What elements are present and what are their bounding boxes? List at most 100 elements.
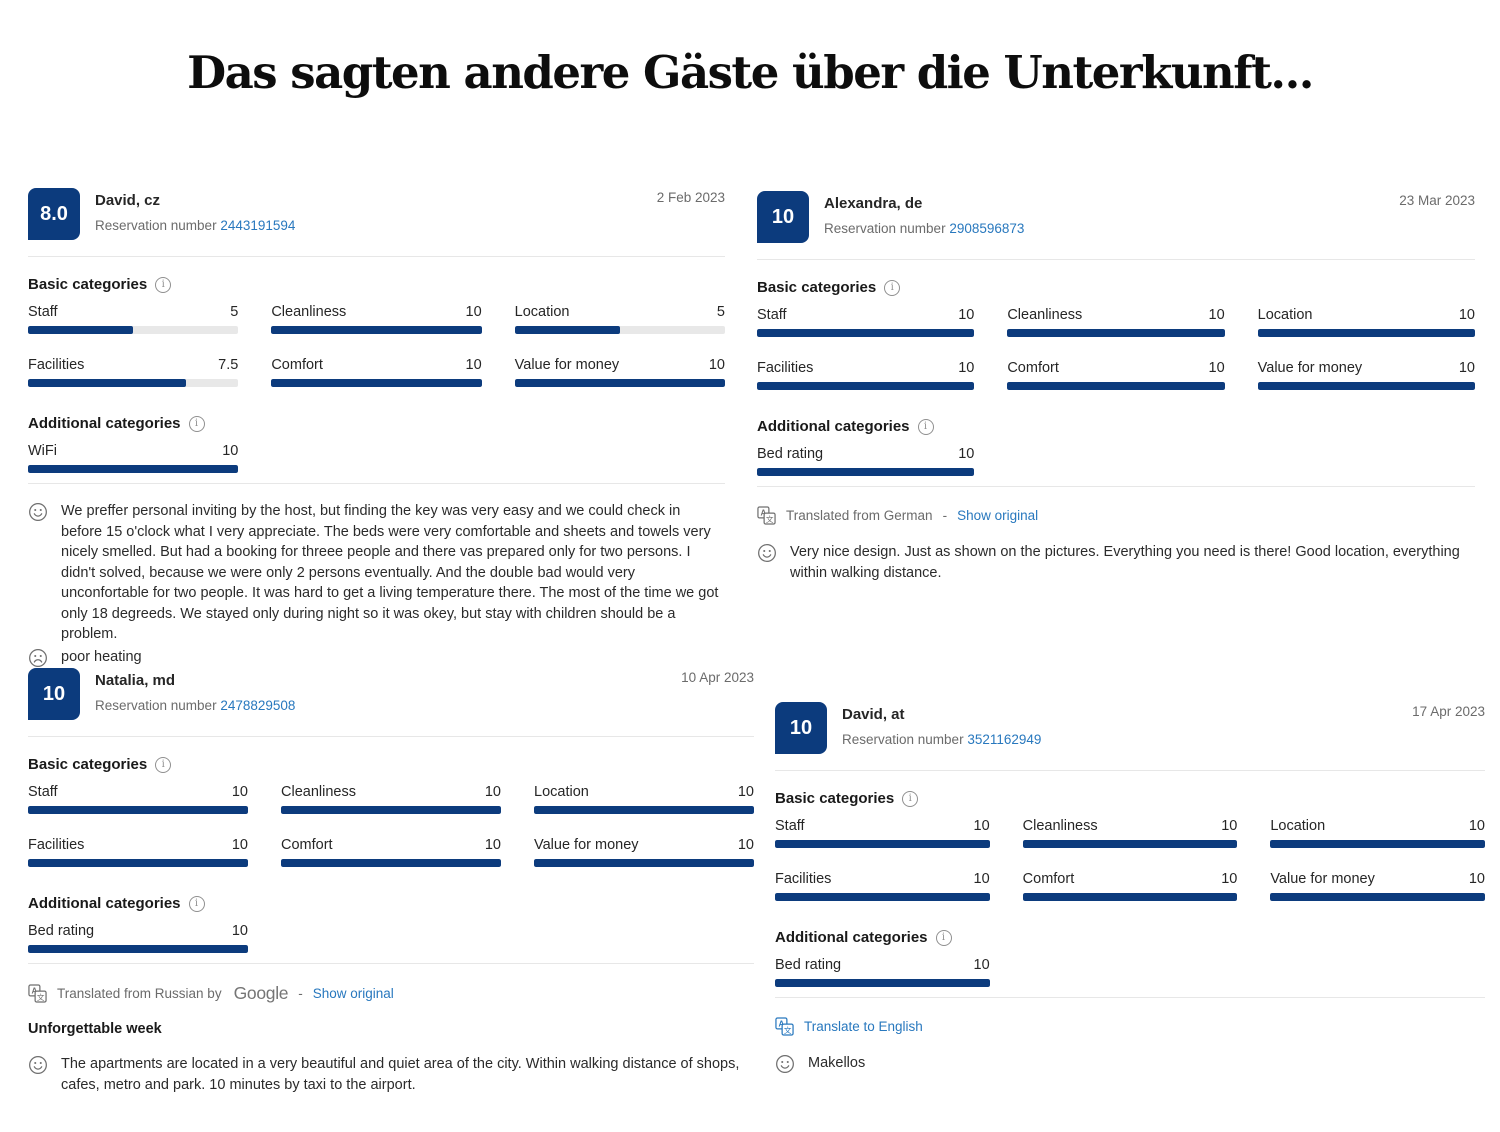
- reservation-number-link[interactable]: 2443191594: [220, 218, 296, 233]
- info-icon[interactable]: i: [188, 895, 205, 912]
- reservation-label: Reservation number: [842, 732, 968, 747]
- rating-bar-track: [28, 806, 248, 814]
- rating-bar-fill: [514, 379, 725, 387]
- rating-value: 10: [484, 784, 501, 800]
- svg-text:A: A: [32, 987, 38, 996]
- rating-bar-track: [28, 379, 239, 387]
- info-icon[interactable]: i: [917, 418, 934, 435]
- rating-head: Cleanliness 10: [1007, 305, 1224, 325]
- rating-bar-fill: [28, 379, 186, 387]
- review-date: 17 Apr 2023: [1412, 704, 1485, 719]
- rating-item: Cleanliness 10: [1022, 816, 1238, 848]
- reservation-line: Reservation number 3521162949: [842, 732, 1041, 747]
- pros-text: We preffer personal inviting by the host…: [61, 503, 719, 642]
- rating-bar-track: [514, 326, 725, 334]
- rating-head: Comfort 10: [1007, 358, 1224, 378]
- rating-item: Value for money 10: [534, 835, 754, 867]
- rating-head: Value for money 10: [1258, 358, 1475, 378]
- info-icon[interactable]: i: [935, 929, 952, 946]
- show-original-link[interactable]: Show original: [957, 508, 1039, 523]
- rating-head: Value for money 10: [515, 355, 725, 375]
- reservation-label: Reservation number: [824, 221, 950, 236]
- rating-label: Location: [1270, 818, 1326, 834]
- rating-bar-fill: [775, 840, 990, 848]
- rating-bar-track: [1257, 382, 1475, 390]
- pros-row: The apartments are located in a very bea…: [28, 1054, 754, 1095]
- rating-label: Bed rating: [775, 957, 842, 973]
- rating-head: Facilities 7.5: [28, 355, 238, 375]
- info-icon[interactable]: i: [155, 756, 172, 773]
- page-title: Das sagten andere Gäste über die Unterku…: [187, 46, 1314, 99]
- show-original-link[interactable]: Translate to English: [804, 1019, 923, 1034]
- translation-note: Translated from Russian by: [57, 986, 222, 1001]
- reservation-number-link[interactable]: 3521162949: [967, 732, 1042, 747]
- rating-value: 10: [231, 784, 248, 800]
- review-card-header: 10 Alexandra, de Reservation number 2908…: [757, 191, 1475, 245]
- rating-bar-fill: [534, 859, 754, 867]
- rating-label: Staff: [757, 307, 787, 323]
- rating-bar-fill: [28, 945, 248, 953]
- rating-bar-fill: [534, 806, 754, 814]
- rating-item: Staff 10: [28, 782, 248, 814]
- rating-value: 10: [973, 957, 990, 973]
- rating-label: Value for money: [514, 357, 620, 373]
- review-card: 10 David, at Reservation number 35211629…: [775, 702, 1485, 1074]
- reservation-line: Reservation number 2908596873: [824, 221, 1024, 236]
- rating-head: Facilities 10: [757, 358, 974, 378]
- header-divider: [28, 256, 725, 257]
- info-icon[interactable]: i: [155, 276, 172, 293]
- rating-bar-fill: [28, 465, 239, 473]
- rating-bar-fill: [281, 859, 501, 867]
- rating-item: Cleanliness 10: [281, 782, 501, 814]
- reservation-number-link[interactable]: 2478829508: [220, 698, 296, 713]
- reservation-number-link[interactable]: 2908596873: [949, 221, 1025, 236]
- google-logo: Google: [233, 983, 289, 1003]
- info-icon[interactable]: i: [188, 415, 205, 432]
- ratings-divider: [28, 963, 754, 964]
- rating-item: Bed rating 10: [28, 921, 248, 953]
- basic-categories-title: Basic categories i: [28, 756, 754, 773]
- rating-bar-fill: [271, 326, 482, 334]
- rating-bar-track: [1257, 329, 1475, 337]
- rating-value: 10: [958, 446, 975, 462]
- translate-icon: A 文: [757, 506, 776, 525]
- rating-item: Cleanliness 10: [271, 302, 482, 334]
- review-score-badge: 8.0: [28, 188, 80, 240]
- rating-value: 10: [958, 307, 975, 323]
- ratings-divider: [28, 483, 725, 484]
- rating-head: Location 10: [534, 782, 754, 802]
- rating-head: Comfort 10: [281, 835, 501, 855]
- rating-bar-fill: [757, 329, 975, 337]
- rating-item: Staff 10: [775, 816, 990, 848]
- rating-bar-fill: [28, 326, 134, 334]
- guest-name: Alexandra, de: [824, 195, 923, 212]
- basic-categories-label: Basic categories: [28, 276, 148, 293]
- rating-item: Location 10: [1257, 305, 1475, 337]
- additional-ratings-grid: WiFi 10: [28, 441, 725, 473]
- rating-bar-fill: [271, 379, 482, 387]
- rating-head: Bed rating 10: [757, 444, 974, 464]
- show-original-link[interactable]: Show original: [312, 986, 394, 1001]
- rating-bar-track: [757, 329, 975, 337]
- translation-row: A 文 Translated from Russian by Google - …: [28, 983, 754, 1004]
- rating-label: Location: [534, 784, 589, 800]
- pros-text: The apartments are located in a very bea…: [61, 1056, 740, 1093]
- rating-label: Value for money: [534, 837, 639, 853]
- rating-bar-track: [28, 945, 248, 953]
- rating-label: Staff: [28, 304, 58, 320]
- rating-value: 10: [1221, 871, 1238, 887]
- rating-bar-fill: [757, 468, 975, 476]
- rating-bar-track: [757, 468, 975, 476]
- rating-head: Comfort 10: [1023, 869, 1238, 889]
- basic-categories-label: Basic categories: [775, 790, 895, 807]
- pros-text: Very nice design. Just as shown on the p…: [790, 544, 1460, 581]
- info-icon[interactable]: i: [884, 279, 901, 296]
- info-icon[interactable]: i: [902, 790, 919, 807]
- rating-head: Cleanliness 10: [1023, 816, 1238, 836]
- review-score-badge: 10: [757, 191, 809, 243]
- rating-head: Cleanliness 10: [271, 302, 481, 322]
- additional-categories-label: Additional categories: [775, 929, 928, 946]
- rating-label: Staff: [775, 818, 805, 834]
- guest-name: David, cz: [95, 192, 161, 209]
- svg-text:A: A: [761, 509, 767, 518]
